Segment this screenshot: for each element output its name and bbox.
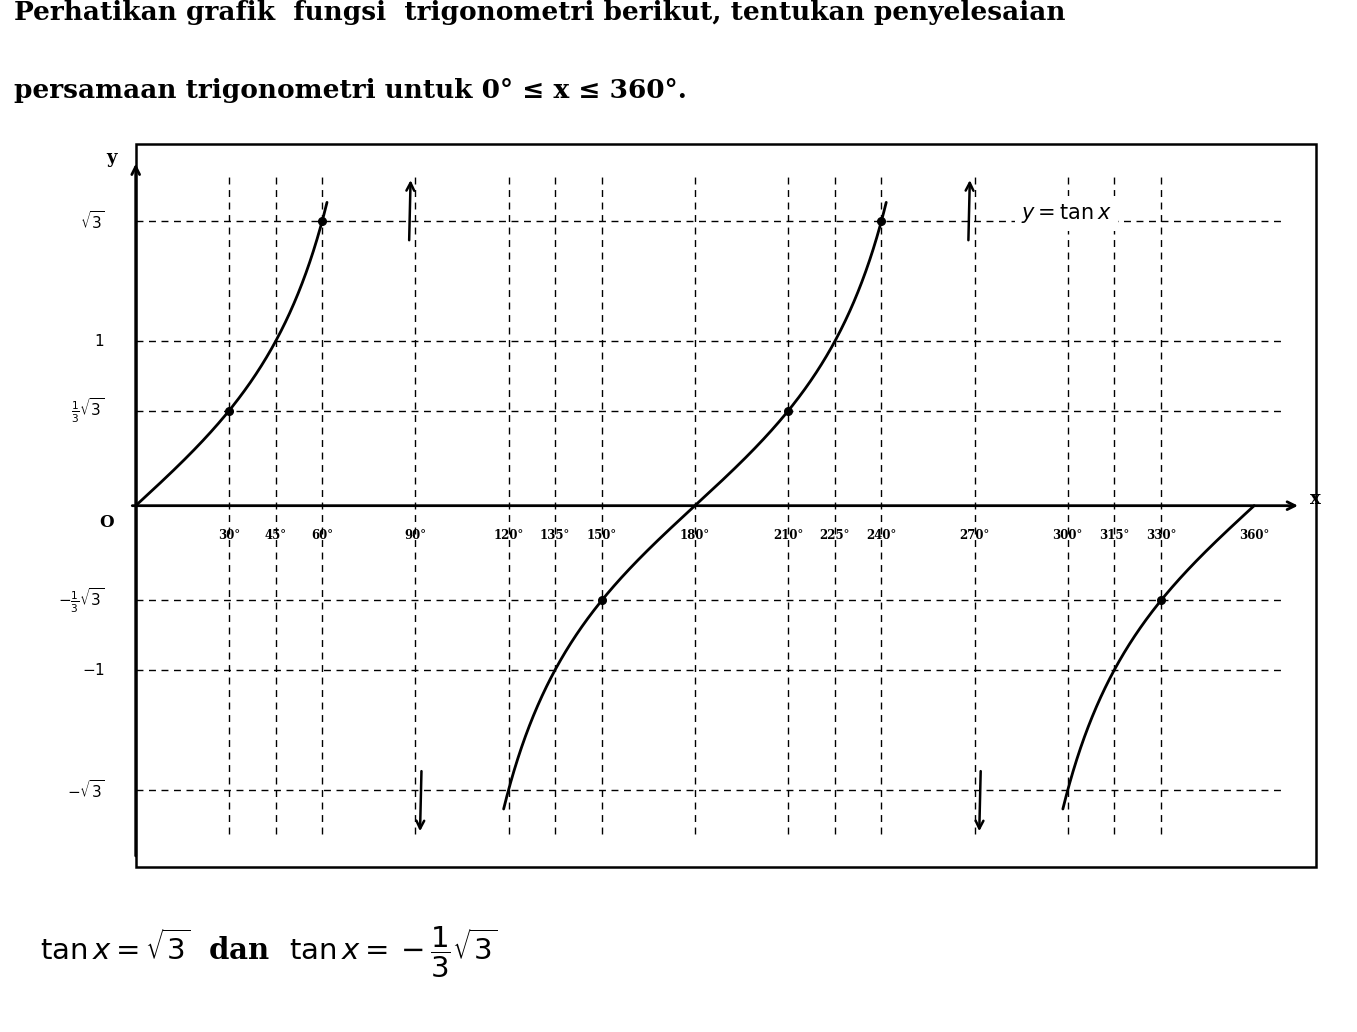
- Text: $\frac{1}{3}\sqrt{3}$: $\frac{1}{3}\sqrt{3}$: [71, 396, 104, 425]
- Text: x: x: [1310, 490, 1320, 508]
- Text: 45°: 45°: [265, 528, 286, 542]
- Text: 270°: 270°: [959, 528, 989, 542]
- Text: 225°: 225°: [820, 528, 849, 542]
- Text: 30°: 30°: [218, 528, 240, 542]
- Text: $-\sqrt{3}$: $-\sqrt{3}$: [66, 779, 104, 801]
- Text: $\tan x = \sqrt{3}$  dan  $\tan x = -\dfrac{1}{3}\sqrt{3}$: $\tan x = \sqrt{3}$ dan $\tan x = -\dfra…: [41, 925, 498, 980]
- Text: 150°: 150°: [586, 528, 617, 542]
- Text: $1$: $1$: [95, 333, 104, 350]
- Text: O: O: [99, 514, 114, 530]
- Text: 300°: 300°: [1053, 528, 1083, 542]
- Text: 210°: 210°: [773, 528, 803, 542]
- Text: Perhatikan grafik  fungsi  trigonometri berikut, tentukan penyelesaian: Perhatikan grafik fungsi trigonometri be…: [14, 0, 1065, 25]
- Text: 90°: 90°: [404, 528, 426, 542]
- Text: y: y: [107, 149, 117, 166]
- Text: 240°: 240°: [866, 528, 897, 542]
- Text: 60°: 60°: [311, 528, 332, 542]
- Text: $y = \tan x$: $y = \tan x$: [1020, 202, 1111, 225]
- Text: 120°: 120°: [494, 528, 524, 542]
- Text: 360°: 360°: [1239, 528, 1269, 542]
- Text: 135°: 135°: [540, 528, 570, 542]
- Text: 330°: 330°: [1145, 528, 1177, 542]
- Text: $-\frac{1}{3}\sqrt{3}$: $-\frac{1}{3}\sqrt{3}$: [58, 586, 104, 615]
- Text: 315°: 315°: [1099, 528, 1129, 542]
- Text: 180°: 180°: [680, 528, 710, 542]
- Text: $\sqrt{3}$: $\sqrt{3}$: [80, 211, 104, 232]
- Text: $-1$: $-1$: [81, 662, 104, 678]
- Text: persamaan trigonometri untuk 0° ≤ x ≤ 360°.: persamaan trigonometri untuk 0° ≤ x ≤ 36…: [14, 77, 687, 103]
